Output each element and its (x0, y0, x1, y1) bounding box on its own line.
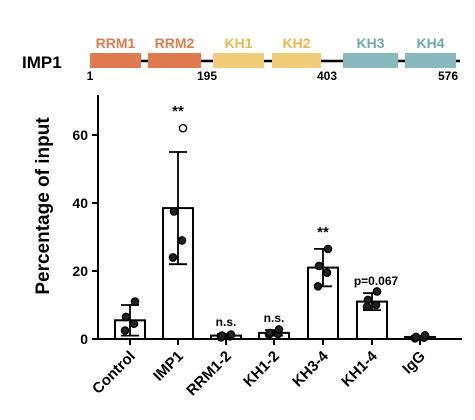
data-point (226, 330, 236, 339)
data-point (313, 281, 323, 291)
domain-label-kh3: KH3 (356, 35, 384, 51)
protein-label: IMP1 (22, 53, 62, 72)
bar-kh1-4 (356, 300, 388, 341)
data-point (177, 236, 187, 245)
residue-position-label: 1 (87, 69, 94, 83)
residue-position-label: 403 (317, 69, 337, 83)
significance-annotation: n.s. (216, 315, 237, 329)
x-tick-label: Control (89, 348, 139, 398)
significance-annotation: p=0.067 (354, 274, 399, 288)
data-point (168, 253, 178, 262)
domain-box-kh1 (213, 53, 264, 68)
data-point (420, 330, 430, 340)
domain-box-kh4 (405, 53, 456, 68)
domain-label-kh1: KH1 (224, 35, 252, 51)
data-point (371, 300, 381, 310)
data-point (411, 332, 421, 342)
significance-annotation: n.s. (264, 311, 285, 325)
domain-label-kh4: KH4 (416, 35, 444, 51)
y-axis-label: Percentage of input (33, 117, 54, 295)
significance-annotation: ** (317, 224, 329, 241)
data-point (130, 297, 140, 306)
x-tick-label: IgG (399, 348, 429, 378)
data-point (323, 244, 333, 254)
domain-box-kh2 (272, 53, 321, 68)
x-tick-label: KH1-4 (338, 347, 381, 390)
data-point (372, 287, 382, 296)
data-point (120, 326, 130, 335)
y-tick-label: 60 (72, 127, 88, 143)
data-point (178, 123, 188, 133)
data-point (217, 331, 227, 340)
domain-box-rrm2 (148, 53, 201, 68)
residue-position-label: 195 (197, 69, 217, 83)
domain-label-rrm2: RRM2 (155, 35, 195, 51)
data-point (129, 319, 139, 329)
domain-box-kh3 (343, 53, 398, 68)
domain-label-rrm1: RRM1 (96, 35, 136, 51)
data-point (265, 328, 275, 338)
y-tick-label: 20 (72, 263, 88, 279)
data-point (169, 207, 179, 216)
y-tick-label: 40 (72, 195, 88, 211)
y-tick-label: 0 (80, 331, 88, 347)
domain-label-kh2: KH2 (282, 35, 310, 51)
x-tick-label: IMP1 (150, 348, 187, 385)
x-tick-label: KH1-2 (240, 348, 283, 391)
domain-box-rrm1 (90, 53, 141, 68)
data-point (362, 302, 372, 312)
data-point (322, 268, 332, 278)
residue-position-label: 576 (438, 69, 458, 83)
data-point (274, 325, 284, 334)
bar-chart: Percentage of input 0 20 40 60 Control ** IMP1… (33, 95, 462, 399)
data-point (121, 312, 131, 322)
domain-diagram: IMP1 RRM1 RRM2 KH1 KH2 KH3 KH4 1 195 403 576 (22, 35, 460, 83)
significance-annotation: ** (172, 103, 184, 120)
data-point (363, 295, 373, 305)
x-tick-label: KH3-4 (289, 347, 332, 390)
data-point (314, 261, 324, 271)
x-tick-label: RRM1-2 (183, 348, 235, 400)
